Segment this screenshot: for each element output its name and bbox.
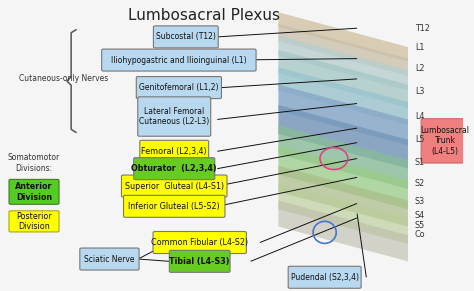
Text: Lumbosacral Plexus: Lumbosacral Plexus	[128, 8, 280, 23]
Polygon shape	[278, 166, 408, 227]
FancyBboxPatch shape	[154, 26, 218, 48]
Text: Cutaneous-only Nerves: Cutaneous-only Nerves	[19, 74, 109, 84]
FancyBboxPatch shape	[153, 232, 246, 253]
Polygon shape	[278, 36, 408, 91]
FancyBboxPatch shape	[9, 211, 59, 232]
Text: Somatomotor
Divisions:: Somatomotor Divisions:	[8, 153, 60, 173]
Text: T12: T12	[415, 24, 430, 33]
Text: Lateral Femoral
Cutaneous (L2-L3): Lateral Femoral Cutaneous (L2-L3)	[139, 107, 210, 126]
Polygon shape	[278, 183, 408, 244]
Polygon shape	[278, 24, 408, 76]
Text: Superior  Gluteal (L4-S1): Superior Gluteal (L4-S1)	[125, 182, 224, 191]
FancyBboxPatch shape	[121, 175, 227, 197]
FancyBboxPatch shape	[138, 97, 211, 136]
FancyBboxPatch shape	[421, 119, 469, 163]
Text: Sciatic Nerve: Sciatic Nerve	[84, 255, 135, 264]
FancyBboxPatch shape	[137, 77, 221, 99]
Text: Pudendal (S2,3,4): Pudendal (S2,3,4)	[291, 273, 359, 282]
Text: Anterior
Division: Anterior Division	[15, 182, 53, 202]
Text: L5: L5	[415, 135, 424, 144]
Polygon shape	[278, 200, 408, 261]
Polygon shape	[278, 67, 408, 125]
Text: Posterior
Division: Posterior Division	[16, 212, 52, 231]
Text: Inferior Gluteal (L5-S2): Inferior Gluteal (L5-S2)	[128, 202, 220, 211]
Text: Tibial (L4-S3): Tibial (L4-S3)	[169, 257, 230, 266]
Polygon shape	[278, 50, 408, 108]
Text: S2: S2	[415, 179, 425, 188]
Polygon shape	[278, 12, 408, 61]
Text: Common Fibular (L4-S2): Common Fibular (L4-S2)	[151, 238, 248, 247]
FancyBboxPatch shape	[80, 248, 139, 270]
Text: S5: S5	[415, 221, 425, 230]
Text: Femoral (L2,3,4): Femoral (L2,3,4)	[141, 147, 207, 156]
FancyBboxPatch shape	[102, 49, 256, 71]
Text: S1: S1	[415, 158, 425, 167]
Text: Obturator  (L2,3,4): Obturator (L2,3,4)	[131, 164, 217, 173]
Text: Iliohypogastric and Ilioinguinal (L1): Iliohypogastric and Ilioinguinal (L1)	[111, 56, 246, 65]
FancyBboxPatch shape	[9, 179, 59, 204]
Polygon shape	[278, 146, 408, 209]
Polygon shape	[278, 125, 408, 189]
Text: L4: L4	[415, 112, 424, 121]
Text: Co: Co	[415, 230, 426, 239]
Text: Lumbosacral
Trunk
(L4-L5): Lumbosacral Trunk (L4-L5)	[420, 126, 469, 156]
FancyBboxPatch shape	[140, 140, 209, 162]
Text: S3: S3	[415, 197, 425, 206]
Text: S4: S4	[415, 211, 425, 220]
FancyBboxPatch shape	[124, 195, 225, 217]
Text: Genitofemoral (L1,2): Genitofemoral (L1,2)	[139, 83, 219, 92]
Polygon shape	[278, 85, 408, 146]
Polygon shape	[278, 105, 408, 169]
Text: L3: L3	[415, 87, 424, 96]
FancyBboxPatch shape	[288, 266, 361, 288]
FancyBboxPatch shape	[134, 158, 215, 180]
Text: L2: L2	[415, 64, 424, 73]
Text: Subcostal (T12): Subcostal (T12)	[156, 32, 216, 41]
FancyBboxPatch shape	[169, 250, 230, 272]
Text: L1: L1	[415, 43, 424, 52]
